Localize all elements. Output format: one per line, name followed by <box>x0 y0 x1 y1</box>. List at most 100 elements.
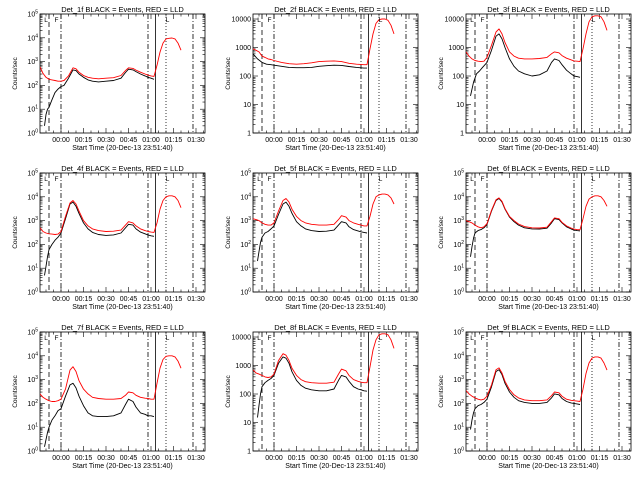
x-tick-label: 01:00 <box>568 296 586 303</box>
y-tick-label: 1 <box>247 131 251 138</box>
x-tick-label: 01:30 <box>613 296 631 303</box>
corner-label: L <box>470 176 474 183</box>
corner-label: L <box>379 176 383 183</box>
x-axis-label: Start Time (20-Dec-13 23:51:40) <box>285 463 385 470</box>
x-tick-label: 00:30 <box>97 455 115 462</box>
plot-frame <box>465 331 632 452</box>
panel-6: 100 101 102 103 104 105 00:00 00:15 00:30 00:45 01… <box>438 164 632 311</box>
y-axis-label: Counts/sec <box>12 215 19 248</box>
x-tick-label: 00:00 <box>265 455 283 462</box>
x-tick-label: 00:00 <box>478 296 496 303</box>
x-axis-label: Start Time (20-Dec-13 23:51:40) <box>285 145 385 152</box>
corner-label: L <box>592 176 596 183</box>
x-tick-label: 00:45 <box>333 137 351 144</box>
x-axis-label: Start Time (20-Dec-13 23:51:40) <box>498 463 598 470</box>
y-tick-label: 102 <box>240 240 251 249</box>
x-tick-label: 00:45 <box>333 455 351 462</box>
plot-frame <box>39 331 206 452</box>
panel-title: Det_8f BLACK = Events, RED = LLD <box>274 323 397 332</box>
corner-label: F <box>268 335 272 342</box>
y-tick-label: 10000 <box>232 17 252 24</box>
y-tick-label: 104 <box>453 192 464 201</box>
series-group <box>253 333 395 418</box>
lld-line <box>40 355 182 402</box>
corner-label: L <box>470 17 474 24</box>
x-tick-label: 01:30 <box>400 137 418 144</box>
x-tick-label: 00:00 <box>52 137 70 144</box>
x-tick-label: 01:00 <box>142 296 160 303</box>
panel-title: Det_3f BLACK = Events, RED = LLD <box>487 5 610 14</box>
x-tick-label: 00:15 <box>75 455 93 462</box>
x-tick-label: 01:00 <box>142 455 160 462</box>
x-tick-label: 00:00 <box>265 137 283 144</box>
series-group <box>40 37 182 126</box>
y-tick-label: 101 <box>240 264 251 273</box>
y-axis-label: Counts/sec <box>12 56 19 89</box>
x-tick-label: 01:15 <box>591 137 609 144</box>
x-tick-label: 01:00 <box>355 296 373 303</box>
events-line <box>44 382 155 447</box>
x-tick-label: 00:45 <box>546 296 564 303</box>
x-axis-label: Start Time (20-Dec-13 23:51:40) <box>498 145 598 152</box>
y-tick-label: 1000 <box>448 45 464 52</box>
corner-label: L <box>257 335 261 342</box>
y-tick-label: 101 <box>27 264 38 273</box>
x-tick-label: 00:15 <box>75 296 93 303</box>
y-tick-label: 102 <box>27 240 38 249</box>
y-tick-label: 1000 <box>235 45 251 52</box>
lld-line <box>253 193 395 227</box>
corner-label: F <box>481 335 485 342</box>
y-tick-label: 105 <box>453 169 464 178</box>
y-tick-label: 1 <box>247 449 251 456</box>
x-axis-label: Start Time (20-Dec-13 23:51:40) <box>72 304 172 311</box>
corner-label: L <box>257 176 261 183</box>
x-tick-label: 01:30 <box>400 296 418 303</box>
x-tick-label: 00:30 <box>310 137 328 144</box>
y-tick-label: 101 <box>27 105 38 114</box>
x-tick-label: 00:30 <box>97 137 115 144</box>
y-tick-label: 105 <box>240 169 251 178</box>
panel-4: 100 101 102 103 104 105 00:00 00:15 00:30 00:45 01… <box>12 164 206 311</box>
y-axis-label: Counts/sec <box>438 56 445 89</box>
y-tick-label: 102 <box>453 240 464 249</box>
x-axis-label: Start Time (20-Dec-13 23:51:40) <box>72 463 172 470</box>
corner-label: L <box>592 335 596 342</box>
y-tick-label: 10 <box>243 102 251 109</box>
y-tick-label: 103 <box>453 216 464 225</box>
panel-2: 1 10 100 1000 10000 00:00 00:15 00:30 00:45 01:00… <box>225 5 419 152</box>
y-axis-label: Counts/sec <box>225 56 232 89</box>
y-tick-label: 104 <box>27 351 38 360</box>
events-line <box>470 33 581 96</box>
plot-frame <box>39 13 206 134</box>
x-tick-label: 00:00 <box>478 137 496 144</box>
x-tick-label: 01:00 <box>568 137 586 144</box>
x-axis-label: Start Time (20-Dec-13 23:51:40) <box>498 304 598 311</box>
x-tick-label: 00:45 <box>120 455 138 462</box>
y-tick-label: 100 <box>453 288 464 297</box>
y-tick-label: 104 <box>453 351 464 360</box>
corner-label: L <box>379 17 383 24</box>
y-tick-label: 1 <box>460 131 464 138</box>
x-tick-label: 00:15 <box>501 296 519 303</box>
y-tick-label: 101 <box>27 423 38 432</box>
x-tick-label: 00:30 <box>523 296 541 303</box>
corner-label: F <box>55 17 59 24</box>
panel-title: Det_9f BLACK = Events, RED = LLD <box>487 323 610 332</box>
x-tick-label: 00:45 <box>120 137 138 144</box>
corner-label: L <box>166 17 170 24</box>
y-tick-label: 105 <box>27 328 38 337</box>
y-tick-label: 103 <box>240 216 251 225</box>
y-tick-label: 102 <box>27 81 38 90</box>
x-tick-label: 01:30 <box>613 137 631 144</box>
y-tick-label: 100 <box>27 447 38 456</box>
events-line <box>253 53 367 69</box>
x-tick-label: 00:00 <box>265 296 283 303</box>
corner-label: L <box>44 17 48 24</box>
panel-1: 100 101 102 103 104 105 00:00 00:15 00:30 00:45 01… <box>12 5 206 152</box>
x-tick-label: 00:30 <box>97 296 115 303</box>
events-line <box>44 201 155 276</box>
lld-line <box>253 18 395 66</box>
panel-title: Det_4f BLACK = Events, RED = LLD <box>61 164 184 173</box>
y-tick-label: 104 <box>27 33 38 42</box>
plot-frame <box>252 13 419 134</box>
